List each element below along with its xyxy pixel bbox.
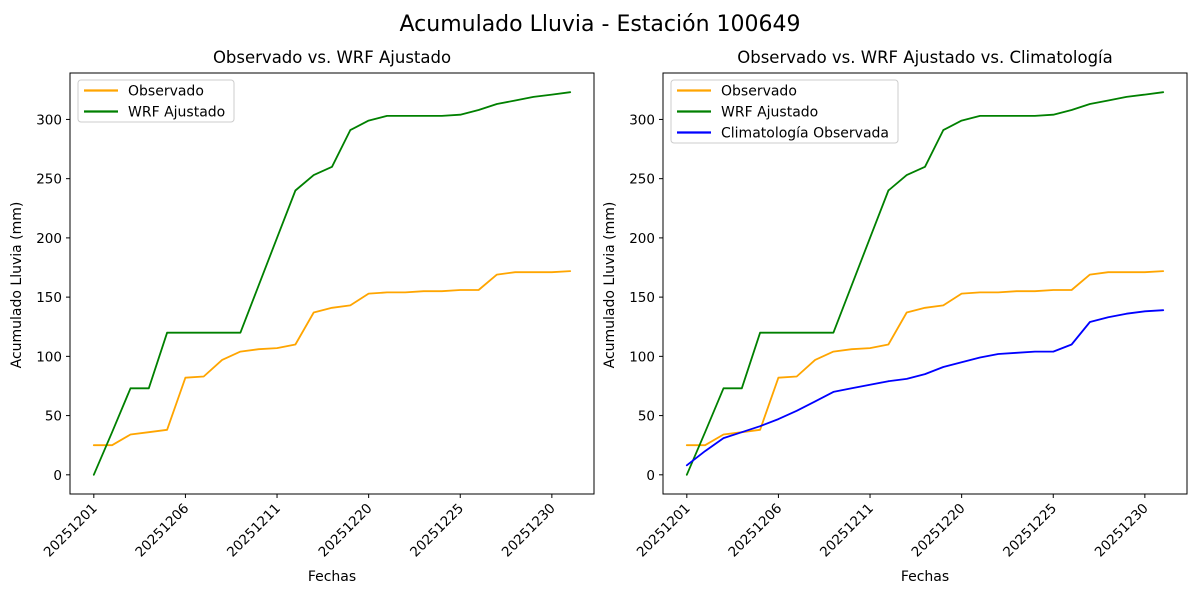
x-tick-label: 20251211 <box>817 501 877 561</box>
x-tick-label: 20251206 <box>725 501 785 561</box>
y-tick-label: 250 <box>36 172 62 188</box>
series-line-wrf-ajustado <box>685 91 1165 476</box>
subplot-right: 0 50 100 150 200 250 300 20251201 20251206 202512… <box>629 72 1188 561</box>
legend-label-wrf-ajustado: WRF Ajustado <box>721 105 818 121</box>
legend-label-wrf-ajustado: WRF Ajustado <box>128 105 225 121</box>
y-tick-label: 150 <box>36 290 62 306</box>
y-tick-label: 300 <box>36 112 62 128</box>
x-tick-label: 20251225 <box>1000 501 1060 561</box>
x-tick-label: 20251225 <box>407 501 467 561</box>
y-tick-label: 250 <box>629 172 655 188</box>
left-x-axis-label: Fechas <box>308 569 356 585</box>
legend-box <box>670 79 899 144</box>
x-tick-label: 20251206 <box>132 501 192 561</box>
x-tick-label: 20251201 <box>634 501 694 561</box>
y-tick-label: 50 <box>45 409 62 425</box>
axes-frame <box>69 72 595 495</box>
y-tick-label: 200 <box>36 231 62 247</box>
legend: Observado WRF Ajustado <box>77 79 235 123</box>
legend-label-observado: Observado <box>721 84 797 100</box>
series-line-observado <box>92 270 572 447</box>
y-tick-label: 0 <box>53 468 62 484</box>
series-line-climatologia-observada <box>685 309 1165 467</box>
right-y-axis-label: Acumulado Lluvia (mm) <box>602 202 618 369</box>
y-tick-label: 300 <box>629 112 655 128</box>
y-tick-label: 50 <box>638 409 655 425</box>
legend-label-observado: Observado <box>128 84 204 100</box>
x-tick-label: 20251220 <box>316 501 376 561</box>
y-tick-label: 100 <box>629 349 655 365</box>
legend-label-climatologia-observada: Climatología Observada <box>721 126 889 142</box>
right-chart-title: Observado vs. WRF Ajustado vs. Climatolo… <box>737 48 1113 67</box>
series-line-observado <box>685 270 1165 447</box>
left-y-axis-label: Acumulado Lluvia (mm) <box>9 202 25 369</box>
right-x-axis-label: Fechas <box>901 569 949 585</box>
figure-title: Acumulado Lluvia - Estación 100649 <box>400 12 801 37</box>
x-tick-label: 20251211 <box>224 501 284 561</box>
left-chart-title: Observado vs. WRF Ajustado <box>213 48 451 67</box>
axes-frame <box>662 72 1188 495</box>
y-tick-label: 100 <box>36 349 62 365</box>
y-tick-label: 150 <box>629 290 655 306</box>
y-tick-label: 200 <box>629 231 655 247</box>
x-tick-label: 20251201 <box>41 501 101 561</box>
x-tick-label: 20251220 <box>909 501 969 561</box>
legend: Observado WRF Ajustado Climatología Observ… <box>670 79 899 144</box>
subplot-left: 0 50 100 150 200 250 300 20251201 20251206 202512… <box>36 72 595 561</box>
x-tick-label: 20251230 <box>1092 501 1152 561</box>
x-tick-label: 20251230 <box>499 501 559 561</box>
y-tick-label: 0 <box>646 468 655 484</box>
series-line-wrf-ajustado <box>92 91 572 476</box>
